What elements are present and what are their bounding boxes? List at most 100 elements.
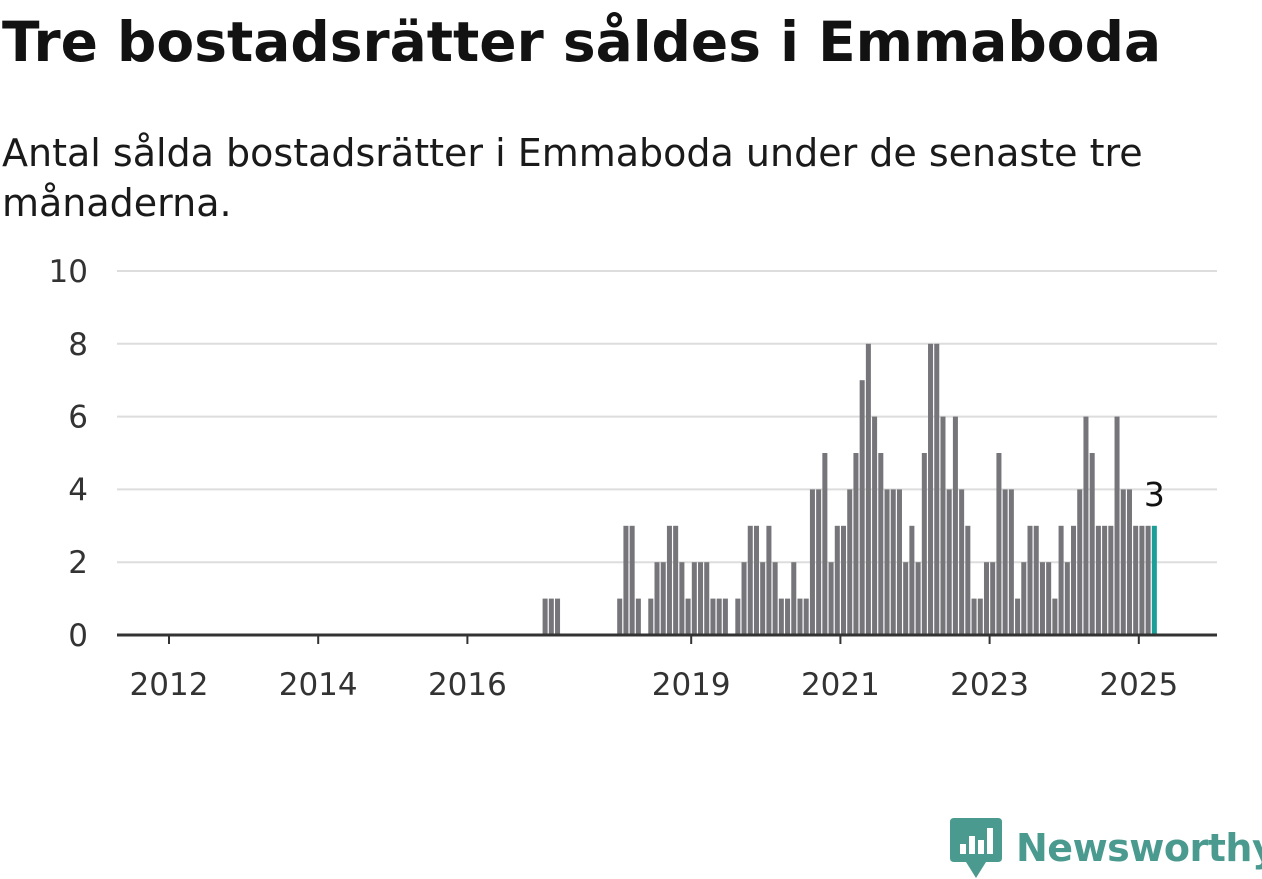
bar: [990, 562, 996, 635]
bar: [915, 562, 921, 635]
bar: [934, 343, 940, 635]
bar: [965, 525, 971, 635]
bar: [635, 598, 641, 635]
bar: [903, 562, 909, 635]
x-tick-label: 2023: [950, 667, 1029, 703]
chart-title: Tre bostadsrätter såldes i Emmaboda: [2, 10, 1162, 74]
bar: [977, 598, 983, 635]
bar: [896, 489, 902, 635]
bar: [1008, 489, 1014, 635]
bar: [722, 598, 728, 635]
bar: [1077, 489, 1083, 635]
x-tick-label: 2021: [801, 667, 880, 703]
x-tick-label: 2012: [130, 667, 209, 703]
bar: [952, 416, 958, 635]
bar: [548, 598, 554, 635]
bar: [660, 562, 666, 635]
bar-chart: 0 2 4 6 8 10 2012 2014 2016 2019 2021 2023 2025 3: [49, 254, 1217, 703]
bar: [828, 562, 834, 635]
bar: [1039, 562, 1045, 635]
bar: [928, 343, 934, 635]
bar: [1139, 525, 1145, 635]
y-tick-label: 6: [68, 400, 88, 436]
bar: [1033, 525, 1039, 635]
x-tick-label: 2019: [652, 667, 731, 703]
bar: [959, 489, 965, 635]
bar: [1027, 525, 1033, 635]
bar: [884, 489, 890, 635]
bar: [1071, 525, 1077, 635]
bar: [1002, 489, 1008, 635]
bar: [946, 489, 952, 635]
x-tick-label: 2016: [428, 667, 507, 703]
bar: [1021, 562, 1027, 635]
bar: [921, 453, 927, 635]
bar: [1120, 489, 1126, 635]
bar: [654, 562, 660, 635]
newsworthy-logo-text: Newsworthy: [1016, 826, 1262, 870]
bar: [1015, 598, 1021, 635]
bar: [623, 525, 629, 635]
bar: [691, 562, 697, 635]
bar: [1126, 489, 1132, 635]
bar: [822, 453, 828, 635]
bar: [685, 598, 691, 635]
bar: [803, 598, 809, 635]
bar: [772, 562, 778, 635]
bars: [542, 343, 1157, 635]
y-tick-label: 0: [68, 618, 88, 654]
bar: [1058, 525, 1064, 635]
bar: [698, 562, 704, 635]
x-tick-label: 2025: [1099, 667, 1178, 703]
bar: [1046, 562, 1052, 635]
bar: [996, 453, 1002, 635]
bar: [735, 598, 741, 635]
bar: [542, 598, 548, 635]
bar: [809, 489, 815, 635]
bar: [890, 489, 896, 635]
bar: [797, 598, 803, 635]
bar: [847, 489, 853, 635]
y-tick-label: 2: [68, 545, 88, 581]
bar: [785, 598, 791, 635]
bar: [791, 562, 797, 635]
grid-lines: [117, 270, 1217, 564]
bar: [940, 416, 946, 635]
bar: [766, 525, 772, 635]
y-tick-label: 8: [68, 327, 88, 363]
bar: [878, 453, 884, 635]
y-tick-label: 4: [68, 472, 88, 508]
bar: [747, 525, 753, 635]
newsworthy-logo-icon: [950, 818, 1002, 878]
bar: [555, 598, 561, 635]
bar: [648, 598, 654, 635]
bar: [716, 598, 722, 635]
bar: [673, 525, 679, 635]
bar: [983, 562, 989, 635]
bar: [666, 525, 672, 635]
bar: [1114, 416, 1120, 635]
x-tick-label: 2014: [279, 667, 358, 703]
y-axis-ticks: 0 2 4 6 8 10: [49, 254, 88, 654]
bar: [617, 598, 623, 635]
bar: [1089, 453, 1095, 635]
y-tick-label: 10: [49, 254, 88, 290]
bar: [1145, 525, 1151, 635]
bar: [841, 525, 847, 635]
bar: [679, 562, 685, 635]
bar: [704, 562, 710, 635]
chart-subtitle: Antal sålda bostadsrätter i Emmaboda und…: [2, 131, 1143, 225]
bar: [1108, 525, 1114, 635]
bar: [1064, 562, 1070, 635]
bar: [1102, 525, 1108, 635]
bar: [710, 598, 716, 635]
bar: [865, 343, 871, 635]
bar-highlighted: [1151, 525, 1157, 635]
bar: [971, 598, 977, 635]
bar: [909, 525, 915, 635]
newsworthy-logo: Newsworthy: [950, 818, 1262, 878]
bar: [859, 380, 865, 635]
bar: [834, 525, 840, 635]
bar: [1083, 416, 1089, 635]
bar: [853, 453, 859, 635]
